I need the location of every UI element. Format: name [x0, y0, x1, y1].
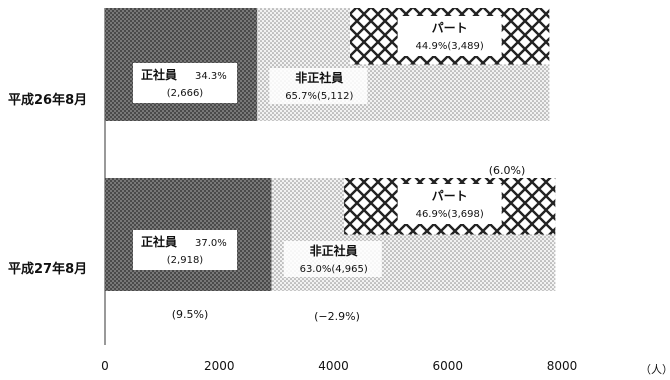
x-axis-unit-label: （人）: [640, 363, 670, 376]
label-part-pctcount-0: 44.9%(3,489): [416, 41, 484, 52]
category-label-h27: 平成27年8月: [8, 261, 87, 277]
label-seishain-name-0: 正社員: [141, 67, 177, 82]
label-part-pctcount-1: 46.9%(3,698): [416, 209, 484, 220]
change-annotations: (6.0%) (9.5%) (−2.9%): [172, 164, 526, 323]
label-box-seishain-0: [133, 63, 237, 103]
label-hiseishain-pctcount-0: 65.7%(5,112): [285, 91, 353, 102]
label-box-part-1: [397, 184, 502, 224]
x-tick-label-2: 4000: [318, 359, 349, 373]
x-tick-label-1: 2000: [204, 359, 235, 373]
category-label-h26: 平成26年8月: [8, 92, 87, 108]
label-seishain-count-1: (2,918): [167, 255, 204, 266]
label-box-hiseishain-0: [269, 68, 368, 104]
label-seishain-count-0: (2,666): [167, 88, 204, 99]
label-seishain-pct-1: 37.0%: [195, 238, 227, 249]
label-box-hiseishain-1: [283, 241, 382, 277]
x-tick-label-3: 6000: [432, 359, 463, 373]
category-labels: 平成26年8月 平成27年8月: [8, 92, 87, 277]
change-annotation-hiseishain: (−2.9%): [314, 310, 360, 323]
label-hiseishain-name-0: 非正社員: [295, 70, 343, 85]
change-annotation-seishain: (9.5%): [172, 308, 209, 321]
label-part-name-0: パート: [432, 21, 468, 35]
label-part-name-1: パート: [432, 189, 468, 203]
x-tick-label-0: 0: [101, 359, 109, 373]
label-box-seishain-1: [133, 230, 237, 270]
label-seishain-pct-0: 34.3%: [195, 71, 227, 82]
label-hiseishain-pctcount-1: 63.0%(4,965): [300, 264, 368, 275]
label-seishain-name-1: 正社員: [141, 234, 177, 249]
label-box-part-0: [397, 16, 502, 56]
label-hiseishain-name-1: 非正社員: [310, 243, 358, 258]
x-tick-label-4: 8000: [547, 359, 578, 373]
change-annotation-part: (6.0%): [489, 164, 526, 177]
x-axis-ticks: 0 2000 4000 6000 8000: [101, 359, 577, 373]
labels-layer: 正社員 34.3% (2,666) 非正社員 65.7%(5,112) パート 44.9%(…: [133, 16, 502, 277]
